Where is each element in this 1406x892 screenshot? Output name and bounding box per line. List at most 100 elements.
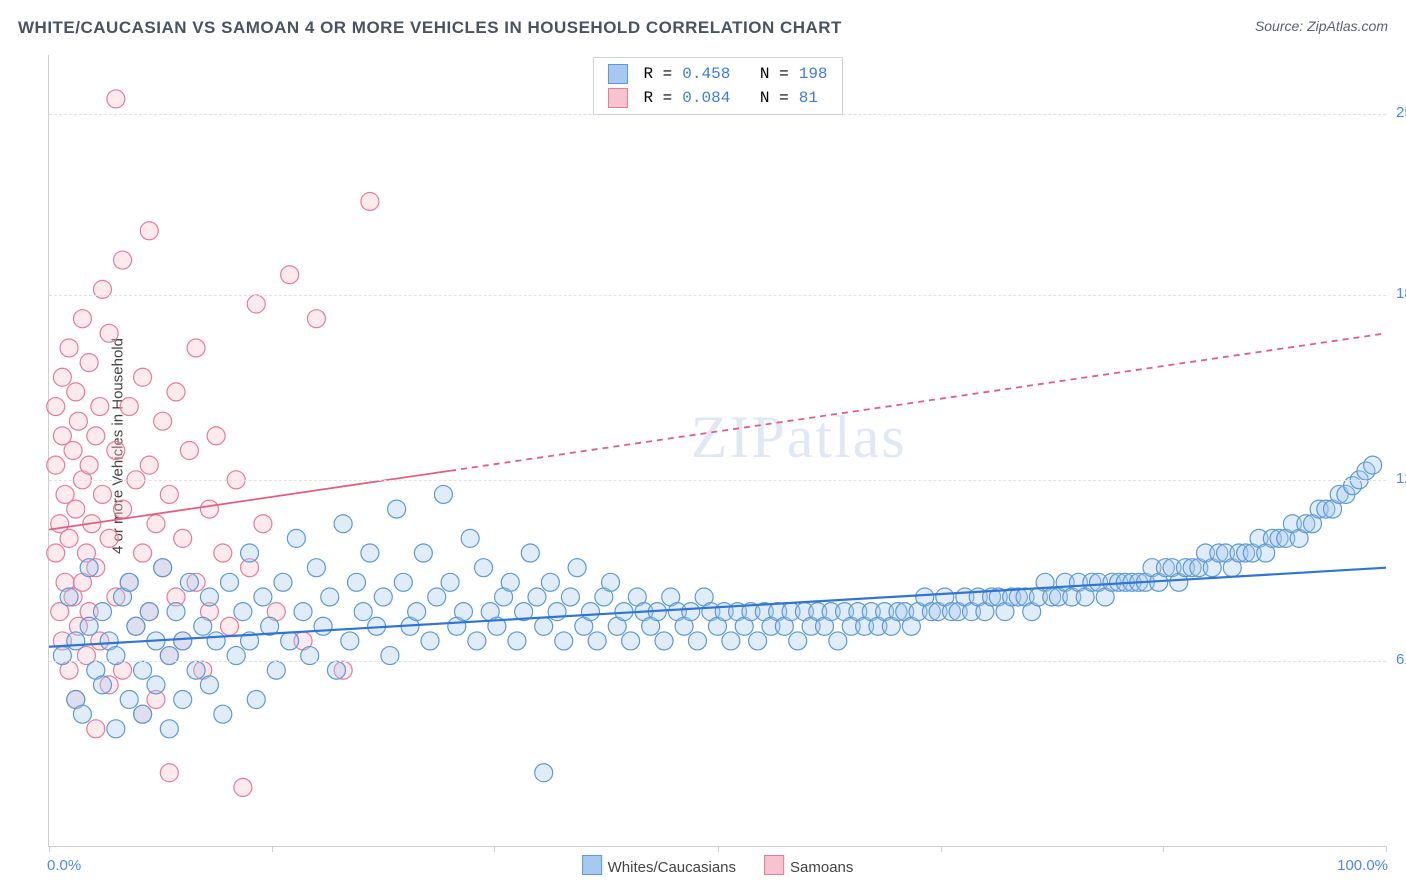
data-point-whites xyxy=(281,632,299,650)
n-value-0: 198 xyxy=(799,62,828,86)
data-point-samoans xyxy=(200,500,218,518)
source-citation: Source: ZipAtlas.com xyxy=(1255,18,1388,34)
n-value-1: 81 xyxy=(799,86,818,110)
data-point-samoans xyxy=(73,310,91,328)
data-point-whites xyxy=(140,603,158,621)
chart-title: WHITE/CAUCASIAN VS SAMOAN 4 OR MORE VEHI… xyxy=(18,18,842,37)
data-point-whites xyxy=(67,632,85,650)
data-point-samoans xyxy=(220,617,238,635)
data-point-whites xyxy=(307,559,325,577)
data-point-samoans xyxy=(80,456,98,474)
data-point-whites xyxy=(80,617,98,635)
data-point-whites xyxy=(147,676,165,694)
data-point-samoans xyxy=(87,720,105,738)
y-tick-label: 6.3% xyxy=(1396,651,1406,668)
data-point-samoans xyxy=(174,529,192,547)
data-point-samoans xyxy=(47,398,65,416)
data-point-samoans xyxy=(93,485,111,503)
data-point-samoans xyxy=(214,544,232,562)
data-point-samoans xyxy=(47,544,65,562)
data-point-whites xyxy=(160,720,178,738)
data-point-whites xyxy=(722,632,740,650)
data-point-whites xyxy=(134,705,152,723)
data-point-whites xyxy=(528,588,546,606)
data-point-whites xyxy=(434,485,452,503)
x-axis-min-label: 0.0% xyxy=(47,857,81,874)
y-tick-label: 18.8% xyxy=(1396,285,1406,302)
data-point-samoans xyxy=(69,412,87,430)
x-tick xyxy=(49,846,50,852)
data-point-whites xyxy=(602,573,620,591)
data-point-samoans xyxy=(100,529,118,547)
data-point-whites xyxy=(134,661,152,679)
data-point-samoans xyxy=(60,339,78,357)
data-point-whites xyxy=(154,559,172,577)
data-point-samoans xyxy=(247,295,265,313)
data-point-whites xyxy=(187,661,205,679)
data-point-samoans xyxy=(167,383,185,401)
data-point-whites xyxy=(441,573,459,591)
data-point-whites xyxy=(561,588,579,606)
y-tick-label: 12.5% xyxy=(1396,470,1406,487)
data-point-whites xyxy=(388,500,406,518)
stats-row-whites: R = 0.458 N = 198 xyxy=(607,62,827,86)
data-point-whites xyxy=(73,705,91,723)
data-point-whites xyxy=(120,573,138,591)
data-point-whites xyxy=(508,632,526,650)
data-point-whites xyxy=(568,559,586,577)
data-point-whites xyxy=(294,603,312,621)
legend-item-samoans: Samoans xyxy=(764,855,853,876)
legend-label-samoans: Samoans xyxy=(790,859,853,876)
data-point-whites xyxy=(348,573,366,591)
data-point-whites xyxy=(688,632,706,650)
data-point-whites xyxy=(555,632,573,650)
data-point-whites xyxy=(314,617,332,635)
data-point-whites xyxy=(468,632,486,650)
data-point-whites xyxy=(414,544,432,562)
data-point-samoans xyxy=(147,515,165,533)
data-point-samoans xyxy=(254,515,272,533)
data-point-samoans xyxy=(107,90,125,108)
data-point-whites xyxy=(174,691,192,709)
data-point-whites xyxy=(501,573,519,591)
data-point-whites xyxy=(214,705,232,723)
stats-row-samoans: R = 0.084 N = 81 xyxy=(607,86,827,110)
x-tick xyxy=(494,846,495,852)
data-point-samoans xyxy=(107,442,125,460)
chart-plot-area: R = 0.458 N = 198 R = 0.084 N = 81 ZIPat… xyxy=(48,55,1386,847)
r-value-1: 0.084 xyxy=(682,86,730,110)
data-point-samoans xyxy=(60,529,78,547)
data-point-whites xyxy=(588,632,606,650)
legend-swatch-samoans xyxy=(764,855,784,875)
data-point-whites xyxy=(207,632,225,650)
data-point-whites xyxy=(60,588,78,606)
x-tick xyxy=(718,846,719,852)
data-point-samoans xyxy=(47,456,65,474)
data-point-samoans xyxy=(154,412,172,430)
data-point-samoans xyxy=(64,442,82,460)
data-point-whites xyxy=(241,544,259,562)
data-point-whites xyxy=(622,632,640,650)
data-point-whites xyxy=(120,691,138,709)
data-point-samoans xyxy=(160,764,178,782)
data-point-whites xyxy=(274,573,292,591)
legend-label-whites: Whites/Caucasians xyxy=(608,859,736,876)
data-point-whites xyxy=(461,529,479,547)
data-point-whites xyxy=(80,559,98,577)
data-point-whites xyxy=(454,603,472,621)
data-point-whites xyxy=(408,603,426,621)
data-point-whites xyxy=(341,632,359,650)
data-point-whites xyxy=(374,588,392,606)
swatch-whites xyxy=(607,64,627,84)
correlation-stats-box: R = 0.458 N = 198 R = 0.084 N = 81 xyxy=(592,57,842,115)
data-point-samoans xyxy=(307,310,325,328)
data-point-whites xyxy=(247,691,265,709)
data-point-samoans xyxy=(53,368,71,386)
source-link[interactable]: ZipAtlas.com xyxy=(1307,18,1388,34)
data-point-whites xyxy=(174,632,192,650)
data-point-whites xyxy=(321,588,339,606)
data-point-whites xyxy=(107,720,125,738)
data-point-samoans xyxy=(114,251,132,269)
data-point-whites xyxy=(127,617,145,635)
data-point-samoans xyxy=(140,456,158,474)
